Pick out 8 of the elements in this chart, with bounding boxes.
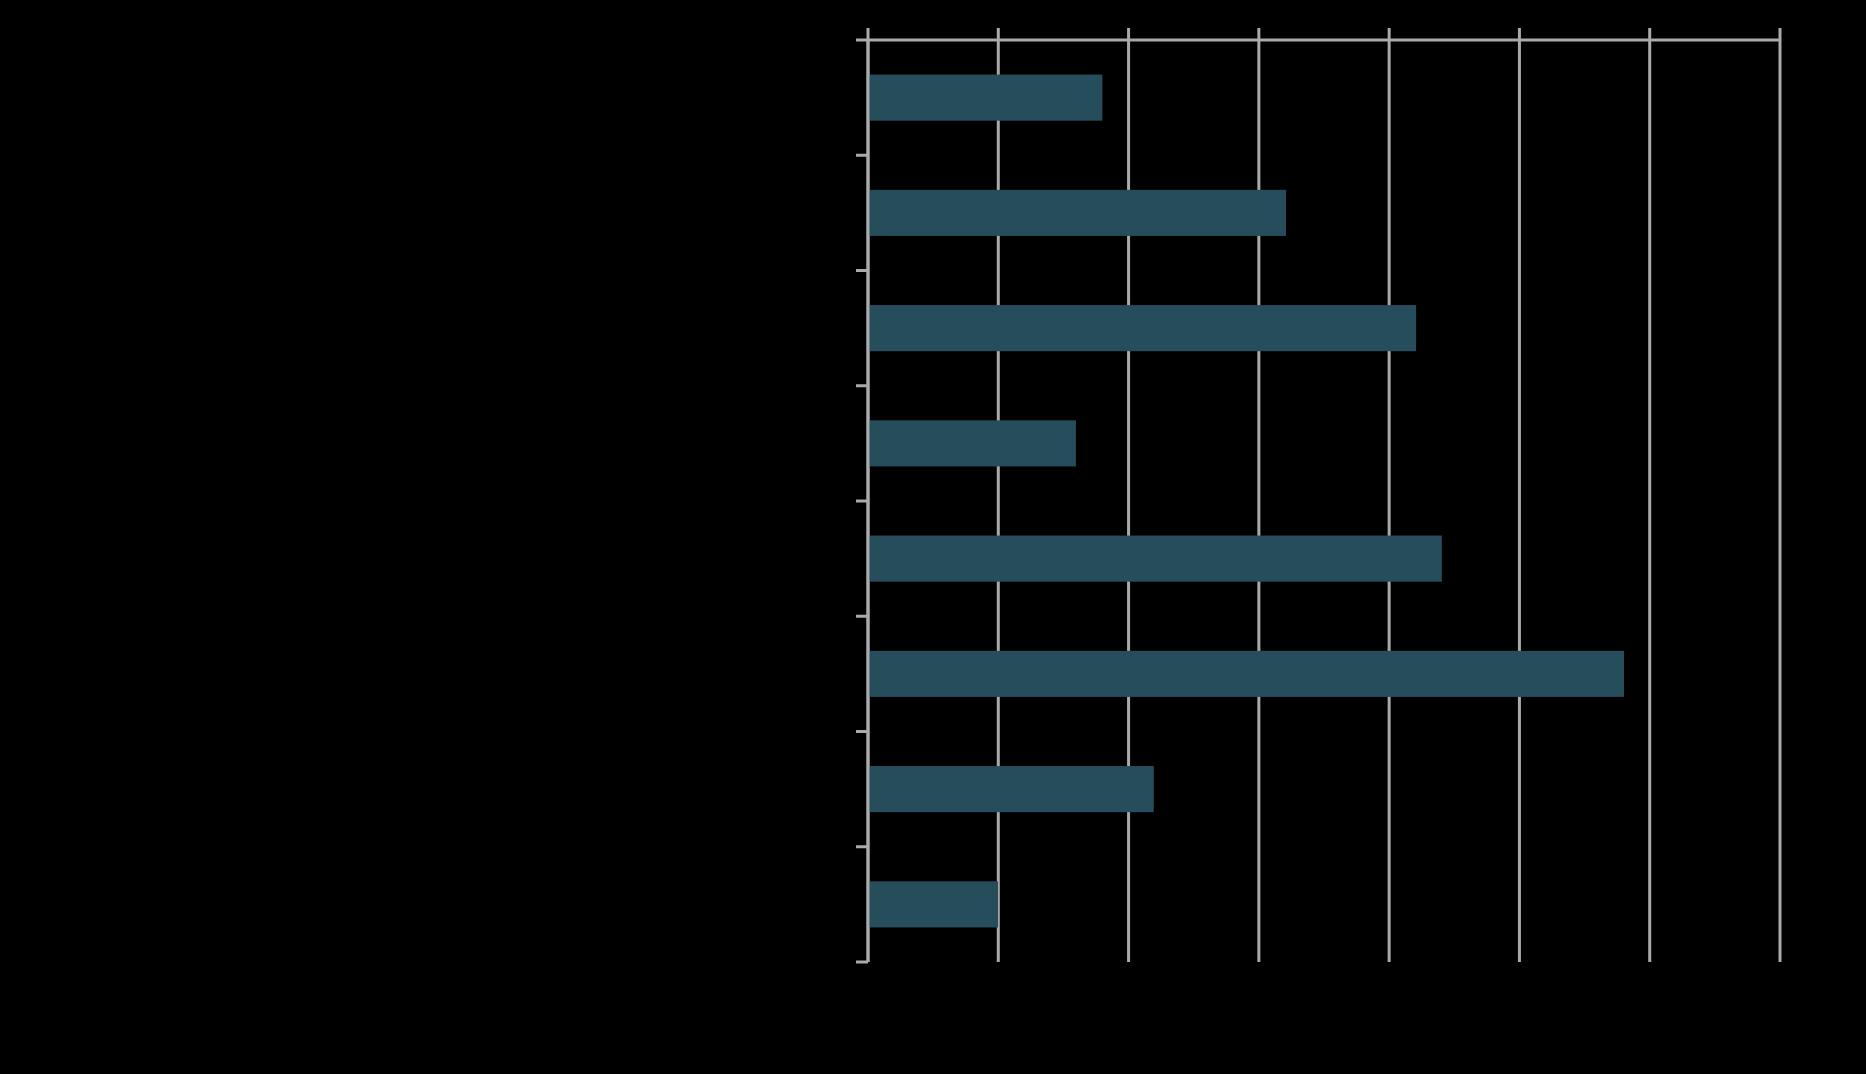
bar — [868, 189, 1287, 236]
bar — [868, 766, 1154, 813]
bar — [868, 650, 1624, 697]
bar — [868, 535, 1442, 582]
bar — [868, 305, 1417, 352]
bar — [868, 74, 1103, 121]
bar — [868, 420, 1076, 467]
bar — [868, 881, 999, 928]
